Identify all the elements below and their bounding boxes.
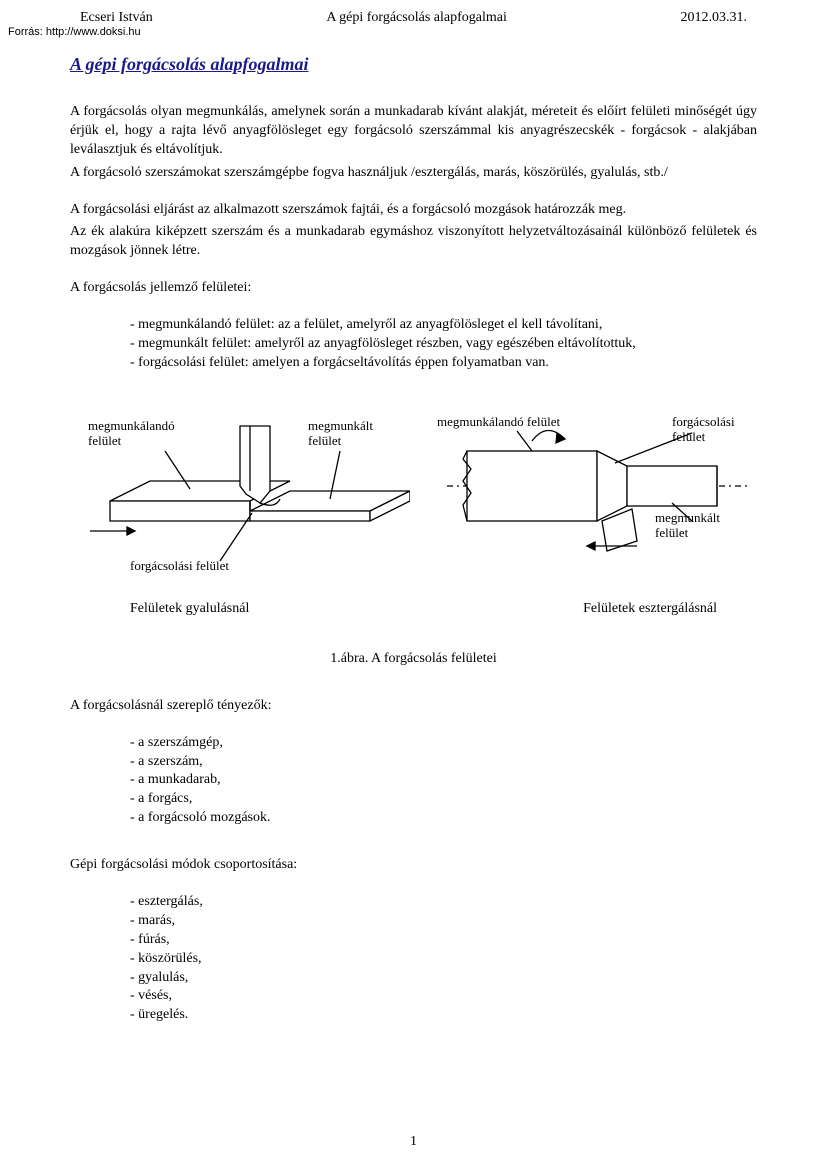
list-item: - vésés, [130, 987, 757, 1006]
list-item: - a forgácsoló mozgások. [130, 809, 757, 828]
page: Ecseri István A gépi forgácsolás alapfog… [0, 0, 827, 1170]
caption-right: Felületek esztergálásnál [583, 601, 717, 617]
header-title: A gépi forgácsolás alapfogalmai [326, 10, 507, 26]
figure-turning: megmunkálandó felület forgácsolásifelüle… [437, 391, 757, 591]
label-forgacsolasi: forgácsolási felület [130, 559, 229, 574]
label-megmunkalando: megmunkálandófelület [88, 419, 175, 449]
list-item: - fúrás, [130, 931, 757, 950]
list-item: - megmunkált felület: amelyről az anyagf… [130, 335, 757, 354]
paragraph: A forgácsolási eljárást az alkalmazott s… [70, 201, 757, 220]
label-megmunkalt: megmunkáltfelület [308, 419, 373, 449]
list-item: - köszörülés, [130, 950, 757, 969]
figures-row: megmunkálandófelület megmunkáltfelület f… [70, 391, 757, 591]
list-item: - a munkadarab, [130, 771, 757, 790]
page-header: Ecseri István A gépi forgácsolás alapfog… [70, 10, 757, 26]
paragraph: A forgácsolás olyan megmunkálás, amelyne… [70, 103, 757, 160]
list-item: - a szerszám, [130, 753, 757, 772]
surfaces-list: - megmunkálandó felület: az a felület, a… [70, 316, 757, 373]
list-item: - üregelés. [130, 1006, 757, 1025]
label-megmunkalando-r: megmunkálandó felület [437, 415, 560, 430]
header-date: 2012.03.31. [680, 10, 747, 26]
paragraph: A forgácsoló szerszámokat szerszámgépbe … [70, 164, 757, 183]
caption-left: Felületek gyalulásnál [130, 601, 249, 617]
page-number: 1 [0, 1134, 827, 1150]
factors-intro: A forgácsolásnál szereplő tényezők: [70, 697, 757, 716]
factors-list: - a szerszámgép, - a szerszám, - a munka… [70, 734, 757, 828]
figure-captions: Felületek gyalulásnál Felületek esztergá… [70, 601, 757, 617]
source-line: Forrás: http://www.doksi.hu [8, 26, 141, 38]
paragraph: Az ék alakúra kiképzett szerszám és a mu… [70, 223, 757, 261]
page-title: A gépi forgácsolás alapfogalmai [70, 54, 757, 75]
label-forgacsolasi-r: forgácsolásifelület [672, 415, 735, 445]
figure-main-caption: 1.ábra. A forgácsolás felületei [70, 651, 757, 667]
header-author: Ecseri István [80, 10, 153, 26]
body-text: A forgácsolás olyan megmunkálás, amelyne… [70, 103, 757, 298]
list-item: - marás, [130, 912, 757, 931]
list-item: - a forgács, [130, 790, 757, 809]
modes-intro: Gépi forgácsolási módok csoportosítása: [70, 856, 757, 875]
modes-list: - esztergálás, - marás, - fúrás, - köszö… [70, 893, 757, 1025]
list-item: - a szerszámgép, [130, 734, 757, 753]
surfaces-intro: A forgácsolás jellemző felületei: [70, 279, 757, 298]
list-item: - forgácsolási felület: amelyen a forgác… [130, 354, 757, 373]
list-item: - megmunkálandó felület: az a felület, a… [130, 316, 757, 335]
figure-planing: megmunkálandófelület megmunkáltfelület f… [70, 391, 410, 591]
list-item: - esztergálás, [130, 893, 757, 912]
label-megmunkalt-r: megmunkáltfelület [655, 511, 720, 541]
list-item: - gyalulás, [130, 969, 757, 988]
